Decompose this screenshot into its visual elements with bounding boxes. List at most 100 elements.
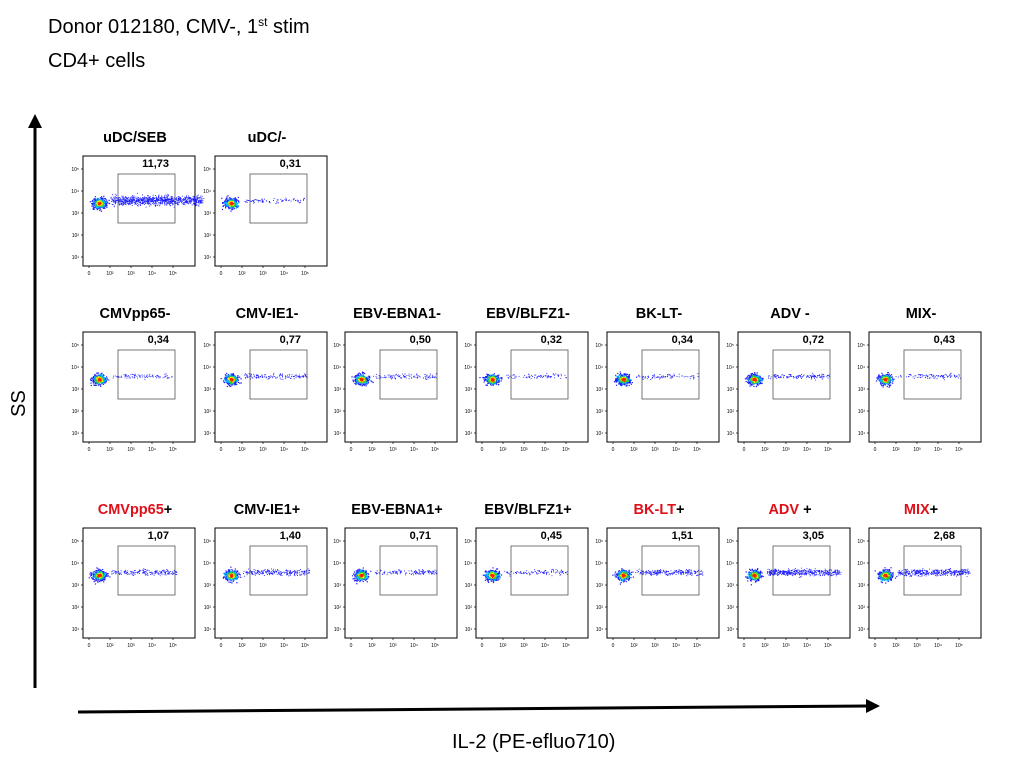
y-tick-label: 10¹ — [334, 627, 342, 633]
panel-title-main: CMV-IE1+ — [233, 502, 301, 518]
y-tick-label: 10³ — [858, 583, 866, 589]
y-tick-label: 10⁵ — [857, 539, 865, 545]
x-tick-label: 0 — [350, 643, 353, 649]
x-tick-label: 10² — [238, 643, 246, 649]
y-tick-label: 10⁵ — [71, 167, 79, 173]
y-tick-label: 10¹ — [72, 627, 80, 633]
x-tick-label: 10³ — [259, 447, 267, 453]
y-tick-label: 10² — [204, 233, 212, 239]
dot-plot: 10⁵ 10⁴ 10³ 10² 10¹ 0 10² 10³ 10⁴ 10⁵ 0,34 — [595, 331, 720, 453]
flow-plot-panel: EBV/BLFZ1- 10⁵ 10⁴ 10³ 10² 10¹ 0 10² 10³ 10⁴ 10⁵ 0,… — [464, 306, 591, 453]
flow-plot-panel: uDC/- 10⁵ 10⁴ 10³ 10² 10¹ 0 10² 10³ 10⁴ 10⁵ 0,31 — [203, 130, 330, 277]
cell-events — [479, 372, 567, 386]
gate-rectangle — [117, 173, 176, 224]
panel-title-main: CMV-IE1- — [235, 306, 299, 322]
y-tick-label: 10² — [72, 605, 80, 611]
flow-plot-panel: ADV - 10⁵ 10⁴ 10³ 10² 10¹ 0 10² 10³ 10⁴ 10⁵ 0,72 — [726, 306, 853, 453]
x-tick-label: 10² — [761, 643, 769, 649]
y-tick-label: 10³ — [204, 583, 212, 589]
cell-events — [875, 371, 961, 388]
flow-plot-panel: EBV-EBNA1- 10⁵ 10⁴ 10³ 10² 10¹ 0 10² 10³ 10⁴ 10⁵ 0,… — [333, 306, 460, 453]
x-tick-label: 10⁴ — [410, 643, 418, 649]
x-tick-label: 0 — [88, 271, 91, 277]
gate-percentage: 0,34 — [148, 334, 170, 346]
y-tick-label: 10⁴ — [595, 365, 603, 371]
plot-frame — [475, 331, 589, 443]
x-tick-label: 10⁴ — [803, 643, 811, 649]
y-tick-label: 10¹ — [858, 431, 866, 437]
x-tick-label: 10² — [368, 643, 376, 649]
dot-plot: 10⁵ 10⁴ 10³ 10² 10¹ 0 10² 10³ 10⁴ 10⁵ 2,68 — [857, 527, 982, 649]
x-tick-label: 10² — [238, 271, 246, 277]
dot-plot: 10⁵ 10⁴ 10³ 10² 10¹ 0 10² 10³ 10⁴ 10⁵ 0,32 — [464, 331, 589, 453]
panel-title: uDC/SEB — [72, 130, 198, 146]
x-tick-label: 10³ — [520, 643, 528, 649]
y-tick-label: 10² — [727, 605, 735, 611]
dot-plot: 10⁵ 10⁴ 10³ 10² 10¹ 0 10² 10³ 10⁴ 10⁵ 0,77 — [203, 331, 328, 453]
panel-title: MIX+ — [858, 502, 984, 518]
panel-title-main: CMVpp65- — [99, 306, 171, 322]
x-tick-label: 0 — [350, 447, 353, 453]
y-tick-label: 10³ — [596, 387, 604, 393]
x-tick-label: 10⁵ — [562, 643, 570, 649]
y-tick-label: 10⁵ — [203, 539, 211, 545]
y-tick-label: 10³ — [204, 211, 212, 217]
flow-plot-panel: BK-LT- 10⁵ 10⁴ 10³ 10² 10¹ 0 10² 10³ 10⁴ 10⁵ 0,34 — [595, 306, 722, 453]
plot-frame — [868, 331, 982, 443]
x-tick-label: 10⁴ — [148, 643, 156, 649]
panel-title-main: CMVpp65 — [97, 502, 164, 518]
panel-title: CMV-IE1+ — [204, 502, 330, 518]
y-tick-label: 10¹ — [204, 255, 212, 261]
y-tick-label: 10⁴ — [203, 189, 211, 195]
x-tick-label: 10⁴ — [148, 447, 156, 453]
cell-events — [220, 372, 308, 388]
gate-percentage: 3,05 — [803, 530, 824, 542]
panel-title-main: EBV/BLFZ1+ — [484, 502, 572, 518]
x-tick-label: 10³ — [259, 271, 267, 277]
panel-title: MIX- — [858, 306, 984, 322]
dot-plot: 10⁵ 10⁴ 10³ 10² 10¹ 0 10² 10³ 10⁴ 10⁵ 11,73 — [71, 155, 205, 277]
x-tick-label: 10² — [368, 447, 376, 453]
y-tick-label: 10⁴ — [857, 561, 865, 567]
x-tick-label: 10⁴ — [541, 447, 549, 453]
x-tick-label: 10³ — [651, 447, 659, 453]
cell-events — [222, 566, 310, 584]
y-tick-label: 10⁴ — [333, 561, 341, 567]
cell-events — [351, 371, 438, 387]
gate-percentage: 0,34 — [672, 334, 694, 346]
y-tick-label: 10¹ — [72, 255, 80, 261]
y-tick-label: 10⁵ — [333, 539, 341, 545]
y-axis-arrow-head — [28, 114, 42, 128]
title-superscript: st — [258, 15, 268, 29]
y-tick-label: 10⁵ — [595, 343, 603, 349]
x-tick-label: 10⁴ — [803, 447, 811, 453]
x-tick-label: 10⁴ — [280, 271, 288, 277]
y-tick-label: 10⁴ — [726, 365, 734, 371]
panel-title: CMVpp65- — [72, 306, 198, 322]
gate-percentage: 1,51 — [672, 530, 693, 542]
x-tick-label: 10⁵ — [955, 447, 963, 453]
panel-title: EBV-EBNA1+ — [334, 502, 460, 518]
y-tick-label: 10² — [334, 409, 342, 415]
y-tick-label: 10⁴ — [71, 365, 79, 371]
gate-rectangle — [772, 349, 831, 400]
x-tick-label: 10³ — [259, 643, 267, 649]
cell-events — [613, 371, 699, 387]
y-tick-label: 10¹ — [727, 431, 735, 437]
x-tick-label: 10² — [499, 643, 507, 649]
plot-frame — [737, 527, 851, 639]
flow-plot-panel: EBV-EBNA1+ 10⁵ 10⁴ 10³ 10² 10¹ 0 10² 10³ 10⁴ 10⁵ 0,… — [333, 502, 460, 649]
panel-title: BK-LT- — [596, 306, 722, 322]
y-tick-label: 10¹ — [596, 431, 604, 437]
y-tick-label: 10³ — [72, 583, 80, 589]
x-tick-label: 10² — [238, 447, 246, 453]
x-tick-label: 10⁵ — [693, 643, 701, 649]
gate-percentage: 11,73 — [142, 158, 169, 170]
y-tick-label: 10³ — [334, 583, 342, 589]
gate-rectangle — [379, 545, 438, 596]
y-tick-label: 10¹ — [204, 431, 212, 437]
x-tick-label: 10³ — [782, 643, 790, 649]
y-axis-label: SS — [7, 390, 30, 417]
x-tick-label: 10⁴ — [148, 271, 156, 277]
gate-rectangle — [641, 545, 700, 596]
